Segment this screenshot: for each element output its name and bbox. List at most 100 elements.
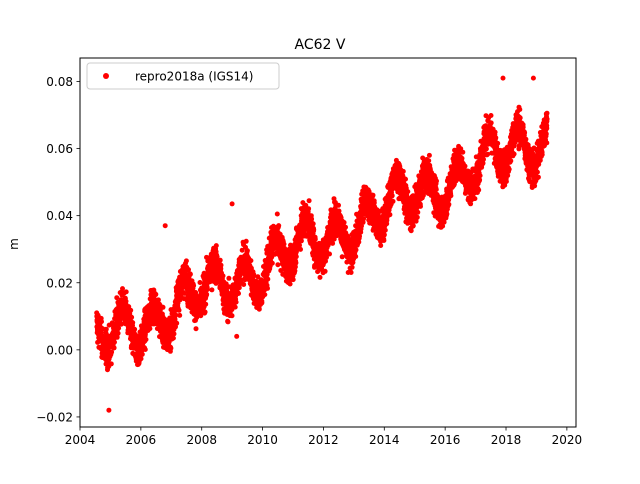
data-point [186, 267, 191, 273]
data-point [225, 319, 231, 325]
data-point [129, 314, 135, 320]
data-point [243, 238, 249, 244]
data-point [472, 196, 478, 202]
data-points [94, 75, 550, 413]
data-point [213, 243, 219, 249]
data-point [143, 337, 149, 342]
data-point [476, 187, 482, 193]
data-point [426, 158, 432, 164]
data-point [336, 202, 341, 208]
data-point [218, 266, 224, 272]
data-point [138, 356, 144, 362]
data-point [343, 224, 348, 230]
data-point [298, 246, 303, 252]
data-point [503, 179, 509, 184]
data-point [155, 297, 161, 303]
data-point [415, 209, 421, 215]
data-point [306, 198, 312, 204]
data-point [322, 268, 328, 274]
data-point [132, 326, 138, 332]
data-point [248, 258, 254, 264]
data-point [327, 251, 332, 257]
data-point [311, 227, 317, 233]
data-point [203, 301, 209, 307]
data-point [348, 270, 354, 275]
data-point [275, 262, 281, 268]
data-point [120, 286, 125, 292]
data-point [103, 326, 109, 332]
data-point [114, 334, 120, 340]
data-point [382, 227, 388, 233]
data-point [400, 168, 406, 174]
data-point [217, 257, 223, 263]
data-point [390, 198, 396, 204]
data-point [293, 254, 299, 260]
data-point [492, 129, 498, 135]
data-point [353, 254, 359, 259]
data-point [177, 312, 183, 318]
data-point [153, 291, 159, 297]
data-point [414, 214, 420, 220]
data-point [312, 236, 318, 242]
data-point [244, 248, 250, 254]
data-point [108, 361, 114, 367]
data-point [488, 120, 494, 126]
data-point [276, 223, 282, 229]
data-point [214, 254, 220, 260]
data-point [233, 299, 239, 305]
data-point [236, 291, 241, 296]
data-point [444, 211, 450, 217]
data-point [281, 241, 287, 247]
data-point [139, 351, 145, 357]
data-point [168, 345, 174, 351]
data-point [170, 335, 176, 341]
data-point [130, 320, 136, 326]
data-point [202, 309, 208, 315]
data-point [506, 166, 512, 172]
data-point [483, 146, 489, 152]
data-point [204, 291, 210, 297]
data-point [197, 280, 203, 285]
data-point [204, 286, 210, 292]
data-point [241, 282, 247, 287]
data-point [111, 345, 117, 351]
data-point [126, 304, 132, 310]
data-point [290, 277, 296, 283]
data-point [226, 275, 232, 281]
data-point [123, 298, 129, 304]
data-point [171, 331, 177, 337]
data-point [116, 325, 122, 331]
data-point [339, 254, 345, 260]
data-point [265, 285, 270, 291]
data-point [381, 232, 387, 238]
data-point [495, 140, 501, 146]
data-point [493, 135, 499, 141]
data-point [389, 193, 395, 199]
data-point [477, 177, 483, 183]
data-point [378, 243, 384, 248]
data-point [317, 274, 323, 280]
data-point [381, 238, 387, 243]
data-point [114, 295, 120, 301]
data-point [426, 152, 432, 158]
data-point [330, 240, 336, 246]
data-point [370, 192, 376, 198]
data-point [183, 258, 189, 264]
data-point [298, 238, 304, 244]
data-point [128, 307, 134, 313]
data-point [109, 349, 115, 355]
data-point [387, 212, 393, 218]
data-point [265, 276, 271, 282]
data-point [433, 187, 439, 192]
data-point [462, 163, 468, 169]
data-point [229, 313, 235, 319]
data-point [488, 113, 494, 118]
data-point [147, 326, 153, 332]
data-point [174, 320, 180, 326]
data-point [232, 304, 238, 310]
data-point [115, 330, 121, 336]
data-point [477, 173, 483, 179]
data-point [191, 283, 197, 289]
data-point [160, 304, 166, 310]
data-point [341, 220, 347, 225]
